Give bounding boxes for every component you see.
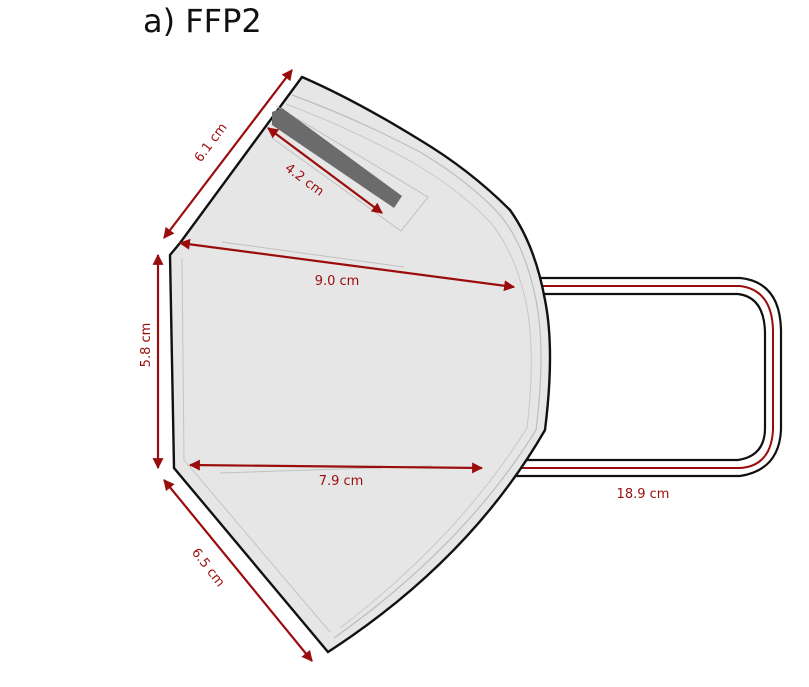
dimension-lines xyxy=(152,69,516,662)
mask-body xyxy=(168,75,552,654)
nose-clip-arrow xyxy=(267,127,383,214)
upper-width-label: 9.0 cm xyxy=(315,274,360,289)
bottom-edge-label: 6.5 cm xyxy=(188,546,227,590)
left-height-label: 5.8 cm xyxy=(139,323,154,368)
lower-width-label: 7.9 cm xyxy=(319,474,364,489)
bottom-edge-arrow xyxy=(163,479,313,662)
strap-label: 18.9 cm xyxy=(617,487,670,502)
figure-title: a) FFP2 xyxy=(143,2,262,40)
upper-width-arrow xyxy=(178,238,516,292)
top-edge-arrow xyxy=(163,69,293,239)
lower-width-arrow xyxy=(188,459,484,474)
